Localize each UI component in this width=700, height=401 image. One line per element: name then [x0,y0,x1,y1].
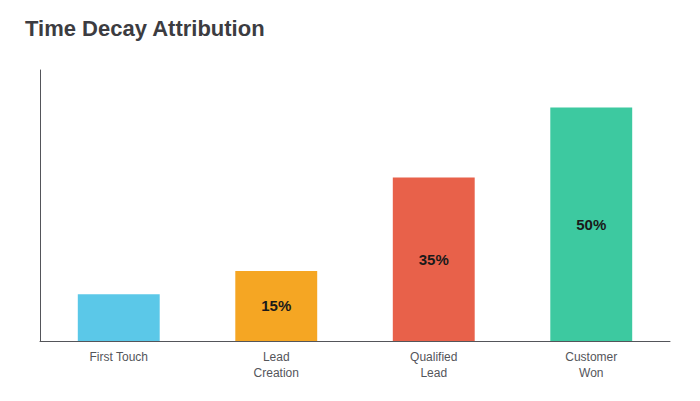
svg-text:Time Decay Attribution: Time Decay Attribution [25,16,265,41]
svg-text:Qualified: Qualified [410,350,457,364]
svg-text:First Touch: First Touch [90,350,148,364]
svg-text:35%: 35% [419,251,449,268]
svg-text:50%: 50% [576,216,606,233]
svg-text:Won: Won [579,366,603,380]
svg-text:Lead: Lead [420,366,447,380]
svg-text:15%: 15% [261,297,291,314]
svg-text:Lead: Lead [263,350,290,364]
svg-text:Customer: Customer [565,350,617,364]
svg-text:Creation: Creation [254,366,299,380]
